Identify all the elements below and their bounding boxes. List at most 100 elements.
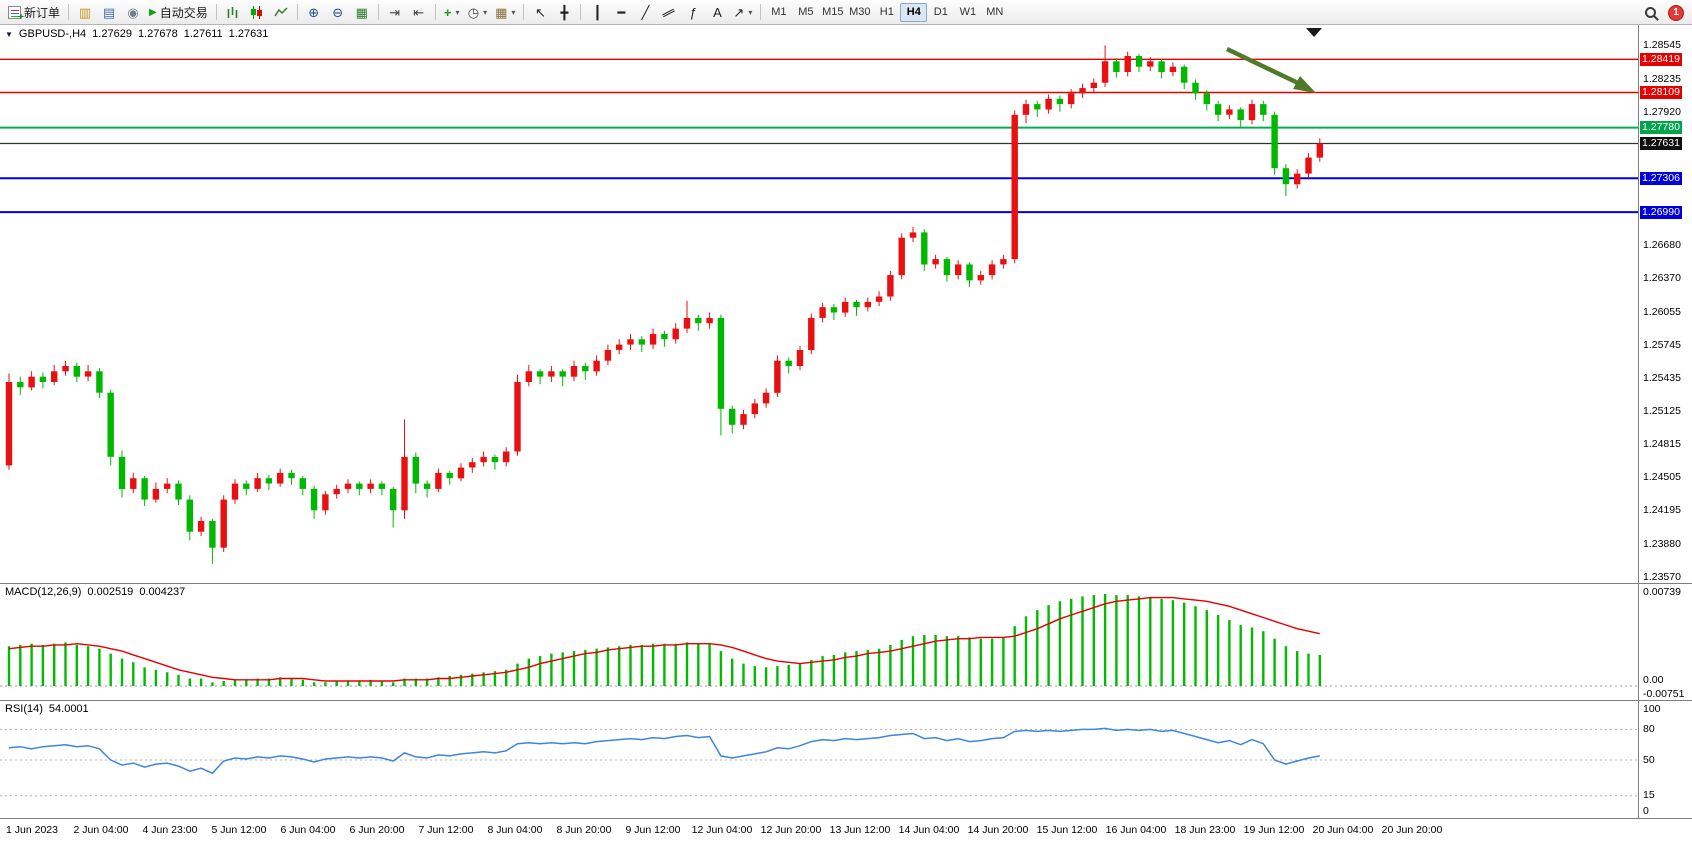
caret-down-icon: ▾ <box>511 7 516 17</box>
price-axis-label: 1.25435 <box>1643 371 1681 384</box>
timeframe-m30-button[interactable]: M30 <box>849 5 871 18</box>
time-axis-label: 14 Jun 20:00 <box>967 824 1029 836</box>
time-axis[interactable]: 1 Jun 2023 2 Jun 04:00 4 Jun 23:00 5 Jun 12… <box>0 819 1692 843</box>
toolbar-separator <box>760 4 762 20</box>
toolbar-separator <box>434 4 436 20</box>
time-axis-label: 20 Jun 20:00 <box>1381 824 1443 836</box>
price-axis-label: 1.25125 <box>1643 404 1681 417</box>
arrows-button[interactable]: ↗ ▾ <box>729 2 756 23</box>
macd-axis-label: -0.00751 <box>1643 688 1685 700</box>
trendline-button[interactable]: ╱ <box>633 2 657 23</box>
macd-axis[interactable]: 0.00739 0.00 -0.00751 <box>1638 584 1692 700</box>
alerts-button[interactable]: ◉ <box>121 2 145 23</box>
macd-panel[interactable]: MACD(12,26,9) 0.002519 0.004237 0.00739 0… <box>0 584 1692 701</box>
autotrading-button-label: 自动交易 <box>159 5 208 20</box>
price-chart-panel[interactable]: ▼ GBPUSD-,H4 1.27629 1.27678 1.27611 1.2… <box>0 25 1692 584</box>
price-axis-label: 1.23880 <box>1643 538 1681 550</box>
chart-window: ▼ GBPUSD-,H4 1.27629 1.27678 1.27611 1.2… <box>0 25 1692 843</box>
candlestick-chart[interactable] <box>0 25 1638 583</box>
zoom-in-button[interactable]: ⊕ <box>302 2 326 23</box>
timeframe-mn-button[interactable]: MN <box>986 5 1004 18</box>
timeframe-w1-button[interactable]: W1 <box>959 5 977 18</box>
vertical-line-button[interactable]: ┃ <box>585 2 609 23</box>
market-watch-button[interactable]: ▥ <box>73 2 97 23</box>
bar-chart-icon <box>227 6 238 18</box>
toolbar-separator <box>377 4 379 20</box>
price-badge: 1.27780 <box>1640 121 1682 135</box>
search-icon[interactable] <box>1645 7 1656 18</box>
macd-chart[interactable] <box>0 584 1638 700</box>
channel-button[interactable]: ∥ <box>657 2 681 23</box>
time-axis-label: 19 Jun 12:00 <box>1243 824 1305 836</box>
crosshair-button[interactable]: ╋ <box>552 2 576 23</box>
timeframe-m5-button[interactable]: M5 <box>798 5 814 18</box>
cursor-arrow-icon: ↖ <box>534 4 546 20</box>
horizontal-line-button[interactable]: ━ <box>609 2 633 23</box>
arrows-tool-icon: ↗ <box>733 4 745 20</box>
line-chart-button[interactable] <box>269 2 293 23</box>
auto-scroll-button[interactable]: ⇥ <box>383 2 407 23</box>
timeframe-m1-button[interactable]: M1 <box>771 5 787 18</box>
text-button[interactable]: A <box>705 2 729 23</box>
chart-shift-button[interactable]: ⇤ <box>407 2 431 23</box>
horizontal-line-icon: ━ <box>617 4 626 20</box>
macd-name: MACD(12,26,9) <box>5 586 82 598</box>
bar-chart-button[interactable] <box>221 2 245 23</box>
price-axis[interactable]: 1.28545 1.28419 1.28235 1.28109 1.27920 1.277… <box>1638 25 1692 583</box>
time-axis-label: 8 Jun 04:00 <box>487 824 543 836</box>
fibonacci-button[interactable]: ƒ <box>681 2 705 23</box>
price-axis-label: 1.26680 <box>1643 238 1681 251</box>
time-axis-label: 7 Jun 12:00 <box>418 824 474 836</box>
collapse-triangle-icon[interactable]: ▼ <box>5 29 13 39</box>
zoom-out-button[interactable]: ⊖ <box>326 2 350 23</box>
timeframe-d1-button[interactable]: D1 <box>933 5 948 18</box>
autotrading-button[interactable]: ▶ 自动交易 <box>145 2 212 23</box>
time-axis-label: 13 Jun 12:00 <box>829 824 891 836</box>
rsi-panel[interactable]: RSI(14) 54.0001 100 80 50 15 0 <box>0 701 1692 819</box>
price-badge: 1.28419 <box>1640 52 1682 66</box>
rsi-chart[interactable] <box>0 701 1638 818</box>
candlestick-chart-button[interactable] <box>245 2 269 23</box>
vertical-line-icon: ┃ <box>593 4 602 20</box>
macd-value: 0.002519 <box>87 586 134 598</box>
rsi-axis-label: 50 <box>1643 753 1655 766</box>
templates-button[interactable]: ▦ ▾ <box>491 2 519 23</box>
data-window-button[interactable]: ▤ <box>97 2 121 23</box>
price-axis-label: 1.26055 <box>1643 305 1681 318</box>
periods-button[interactable]: ◷ ▾ <box>464 2 491 23</box>
price-axis-label: 1.24505 <box>1643 471 1681 484</box>
toolbar-separator <box>296 4 298 20</box>
trendline-icon: ╱ <box>641 4 650 20</box>
time-axis-label: 5 Jun 12:00 <box>211 824 267 836</box>
rsi-axis-label: 80 <box>1643 722 1655 735</box>
caret-down-icon: ▾ <box>748 7 753 17</box>
toolbar-separator <box>68 4 70 20</box>
headset-icon: ◉ <box>127 4 139 20</box>
timeframe-h1-button[interactable]: H1 <box>879 5 894 18</box>
rsi-axis-label: 100 <box>1643 702 1661 715</box>
new-order-button-label: 新订单 <box>24 5 61 20</box>
timeframe-m15-button[interactable]: M15 <box>822 5 844 18</box>
indicators-button[interactable]: + ▾ <box>440 2 464 23</box>
time-axis-label: 20 Jun 04:00 <box>1312 824 1374 836</box>
quote-close: 1.27631 <box>228 28 269 40</box>
notification-badge[interactable]: 1 <box>1668 4 1684 21</box>
channel-icon: ∥ <box>661 5 678 19</box>
market-watch-icon: ▥ <box>78 4 92 20</box>
time-axis-label: 2 Jun 04:00 <box>73 824 129 836</box>
autotrading-play-icon: ▶ <box>149 6 157 18</box>
cursor-button[interactable]: ↖ <box>528 2 552 23</box>
price-badge: 1.26990 <box>1640 205 1682 219</box>
timeframe-h4-button[interactable]: H4 <box>900 2 928 22</box>
macd-label: MACD(12,26,9) 0.002519 0.004237 <box>5 586 185 598</box>
crosshair-icon: ╋ <box>560 4 569 20</box>
rsi-name: RSI(14) <box>5 703 43 715</box>
rsi-axis[interactable]: 100 80 50 15 0 <box>1638 701 1692 818</box>
new-order-icon <box>8 5 24 23</box>
time-axis-label: 16 Jun 04:00 <box>1105 824 1167 836</box>
new-order-button[interactable]: 新订单 <box>4 2 64 23</box>
chart-header: ▼ GBPUSD-,H4 1.27629 1.27678 1.27611 1.2… <box>5 28 268 40</box>
fibonacci-icon: ƒ <box>689 4 698 20</box>
tile-windows-button[interactable]: ▦ <box>350 2 374 23</box>
